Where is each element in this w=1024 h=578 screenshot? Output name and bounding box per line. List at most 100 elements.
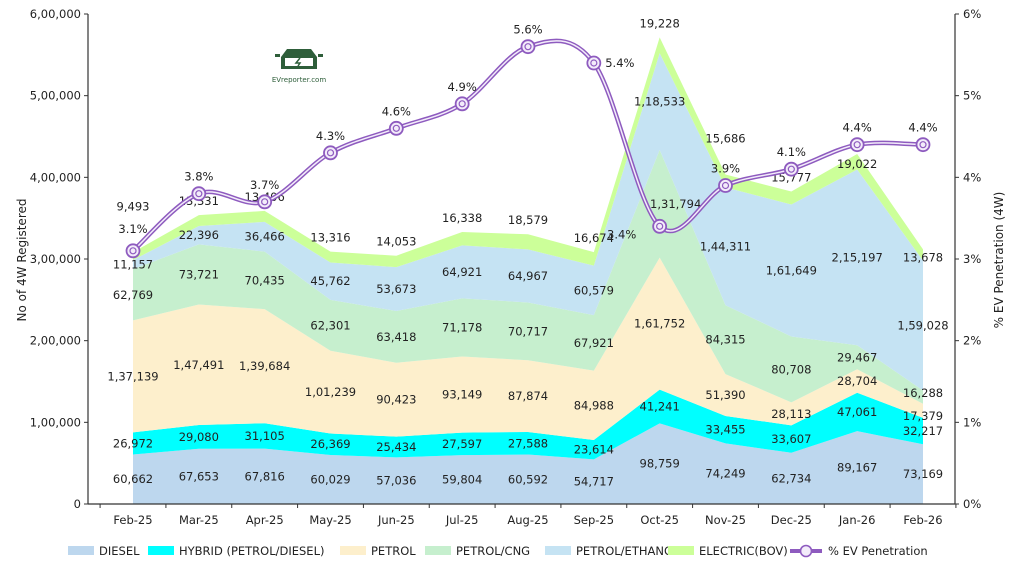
- data-label: 80,708: [771, 362, 811, 376]
- legend-label: PETROL: [371, 544, 416, 558]
- data-label: 60,592: [508, 472, 548, 486]
- y2-tick-label: 1%: [963, 415, 981, 429]
- data-label: 27,597: [442, 437, 482, 451]
- ev-point-inner: [590, 59, 598, 67]
- data-label: 90,423: [376, 393, 416, 407]
- data-label: 71,178: [442, 320, 482, 334]
- ev-pct-label: 5.6%: [513, 23, 542, 37]
- ev-point: [388, 120, 404, 136]
- data-label: 2,15,197: [832, 250, 883, 264]
- ev-point-inner: [656, 222, 664, 230]
- ev-pct-label: 5.4%: [605, 56, 634, 70]
- data-label: 23,614: [574, 443, 614, 457]
- y-tick-label: 5,00,000: [30, 89, 81, 103]
- x-tick-label: Jul-25: [445, 513, 479, 527]
- ev-point: [191, 186, 207, 202]
- legend-marker: [799, 544, 813, 558]
- data-label: 59,804: [442, 473, 482, 487]
- ev-point: [454, 96, 470, 112]
- data-label: 14,053: [376, 235, 416, 249]
- data-label: 41,241: [640, 400, 680, 414]
- legend-label: DIESEL: [99, 544, 140, 558]
- y2-tick-label: 6%: [963, 7, 981, 21]
- data-label: 17,379: [903, 409, 943, 423]
- data-label: 1,59,028: [897, 319, 948, 333]
- data-label: 70,717: [508, 324, 548, 338]
- x-tick-label: May-25: [309, 513, 351, 527]
- x-tick-label: Nov-25: [705, 513, 746, 527]
- data-label: 63,418: [376, 330, 416, 344]
- ev-point: [849, 137, 865, 153]
- data-label: 15,686: [705, 132, 745, 146]
- y2-tick-label: 2%: [963, 334, 981, 348]
- data-label: 25,434: [376, 440, 416, 454]
- legend-label: PETROL/ETHANOL: [576, 544, 680, 558]
- data-label: 31,105: [245, 429, 285, 443]
- data-label: 45,762: [310, 274, 350, 288]
- data-label: 89,167: [837, 461, 877, 475]
- data-label: 1,61,752: [634, 317, 685, 331]
- data-label: 60,579: [574, 283, 614, 297]
- x-tick-label: Feb-26: [903, 513, 942, 527]
- data-label: 73,169: [903, 467, 943, 481]
- data-label: 1,39,684: [239, 359, 290, 373]
- ev-point-inner: [721, 181, 730, 190]
- area-petrol: [133, 257, 923, 441]
- data-label: 67,653: [179, 469, 219, 483]
- x-tick-label: Sep-25: [574, 513, 614, 527]
- ev-point: [125, 243, 141, 259]
- area-hybrid-petrol-diesel-: [133, 389, 923, 460]
- ev-point-inner: [787, 165, 795, 173]
- data-label: 16,288: [903, 386, 943, 400]
- data-label: 62,734: [771, 471, 811, 485]
- y2-tick-label: 4%: [963, 170, 981, 184]
- ev-pct-label: 4.1%: [777, 145, 806, 159]
- data-label: 26,972: [113, 436, 153, 450]
- data-label: 60,029: [310, 472, 350, 486]
- ev-point: [652, 218, 668, 234]
- legend-swatch: [148, 546, 174, 555]
- data-label: 84,988: [574, 398, 614, 412]
- data-label: 73,721: [179, 267, 219, 281]
- data-label: 51,390: [705, 388, 745, 402]
- data-label: 22,396: [179, 228, 219, 242]
- data-label: 47,061: [837, 405, 877, 419]
- data-label: 62,769: [113, 288, 153, 302]
- y-axis-title: No of 4W Registered: [15, 199, 29, 322]
- data-label: 1,44,311: [700, 239, 751, 253]
- data-label: 29,467: [837, 350, 877, 364]
- y-tick-label: 3,00,000: [30, 252, 81, 266]
- legend-swatch: [68, 546, 94, 555]
- data-label: 36,466: [245, 230, 285, 244]
- area-petrol-ethanol: [133, 53, 923, 391]
- y2-tick-label: 5%: [963, 89, 981, 103]
- data-label: 29,080: [179, 430, 219, 444]
- x-tick-label: Apr-25: [246, 513, 284, 527]
- data-label: 53,673: [376, 282, 416, 296]
- ev-pct-label: 3.1%: [118, 222, 147, 236]
- data-label: 74,249: [705, 467, 745, 481]
- y2-tick-label: 0%: [963, 497, 981, 511]
- legend-swatch: [545, 546, 571, 555]
- axes: 0 1,00,000 2,00,000 3,00,000 4,00,000 5,00,00…: [30, 7, 982, 527]
- ev-pct-label: 4.4%: [908, 121, 937, 135]
- ev-point-inner: [458, 100, 466, 108]
- data-label: 54,717: [574, 475, 614, 489]
- data-label: 28,113: [771, 407, 811, 421]
- data-label: 26,369: [310, 437, 350, 451]
- data-label: 18,579: [508, 213, 548, 227]
- ev-pct-label: 3.4%: [607, 227, 636, 241]
- ev-point-inner: [129, 247, 137, 255]
- ev-point: [257, 194, 273, 210]
- ev-point: [915, 137, 931, 153]
- area-diesel: [133, 423, 923, 504]
- ev-pct-label: 4.9%: [448, 80, 477, 94]
- ev-point: [586, 55, 602, 71]
- data-label: 70,435: [245, 273, 285, 287]
- ev-point-inner: [392, 124, 400, 132]
- ev-pct-label: 4.3%: [316, 129, 345, 143]
- x-tick-label: Jan-26: [838, 513, 876, 527]
- ev-point: [783, 161, 799, 177]
- y-tick-label: 4,00,000: [30, 170, 81, 184]
